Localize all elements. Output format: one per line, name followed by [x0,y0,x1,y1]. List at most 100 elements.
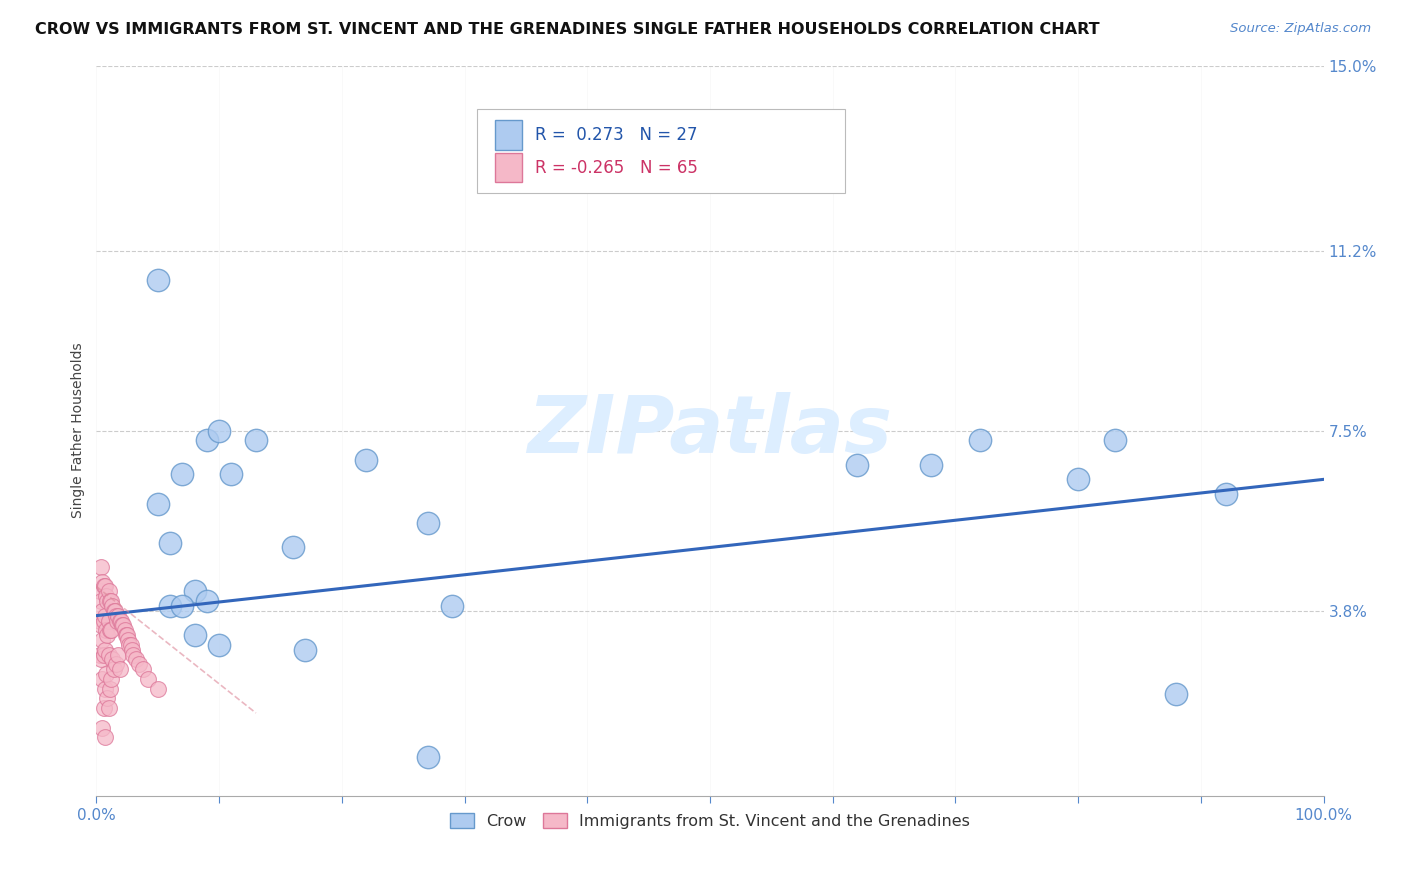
Point [100,594,122,608]
Point [98,594,121,608]
Text: R =  0.273   N = 27: R = 0.273 N = 27 [534,126,697,144]
Point [93,648,115,662]
Point [97,701,120,715]
Y-axis label: Single Father Households: Single Father Households [72,343,86,518]
Point [117,632,139,647]
Point [104,608,127,623]
Bar [495,120,522,150]
Point [91,632,114,647]
Point [208,424,231,438]
Text: CROW VS IMMIGRANTS FROM ST. VINCENT AND THE GRENADINES SINGLE FATHER HOUSEHOLDS : CROW VS IMMIGRANTS FROM ST. VINCENT AND … [35,22,1099,37]
Point [920,458,942,472]
Point [101,652,124,666]
Point [94,608,117,623]
Point [111,618,134,632]
Point [89,648,111,662]
Text: R = -0.265   N = 65: R = -0.265 N = 65 [534,159,697,177]
Point [94,579,117,593]
Point [91,672,114,686]
Point [91,574,114,589]
Point [97,584,120,599]
Point [1104,434,1126,448]
Point [128,657,150,672]
Legend: Crow, Immigrants from St. Vincent and the Grenadines: Crow, Immigrants from St. Vincent and th… [443,806,977,835]
Point [93,701,115,715]
Point [124,652,146,666]
Point [115,628,138,642]
Point [1067,472,1090,486]
Point [96,624,118,638]
Point [97,614,120,628]
Point [195,434,218,448]
Text: ZIPatlas: ZIPatlas [527,392,893,470]
Point [100,624,122,638]
Point [105,614,128,628]
Point [97,648,120,662]
Point [98,624,121,638]
Point [172,467,194,482]
Point [281,541,304,555]
Point [104,657,127,672]
Point [183,628,205,642]
Point [90,618,112,632]
Point [96,628,118,642]
Point [103,604,125,618]
Point [96,589,118,603]
Point [159,535,181,549]
Point [104,604,127,618]
Point [159,599,181,613]
Point [107,648,129,662]
Point [195,594,218,608]
Point [136,672,159,686]
Point [112,618,135,632]
Point [146,681,169,696]
Point [93,579,115,593]
Point [96,691,118,706]
Point [90,560,112,574]
Point [969,434,991,448]
Point [121,642,143,657]
Point [90,652,112,666]
Point [89,584,111,599]
Point [245,434,267,448]
Bar [495,153,522,183]
Point [93,614,115,628]
Point [89,614,111,628]
Point [108,662,131,676]
Point [94,642,117,657]
Point [114,628,136,642]
Point [96,667,118,681]
Point [118,638,141,652]
Point [132,662,155,676]
Point [183,584,205,599]
Point [91,721,114,735]
Text: Source: ZipAtlas.com: Source: ZipAtlas.com [1230,22,1371,36]
Point [107,608,129,623]
Point [1166,686,1188,700]
Point [356,453,378,467]
Point [122,648,145,662]
Point [96,594,118,608]
Point [146,273,169,287]
Point [416,516,439,530]
Point [1215,487,1237,501]
Point [101,599,124,613]
Point [146,497,169,511]
Point [441,599,464,613]
FancyBboxPatch shape [477,110,845,194]
Point [846,458,869,472]
Point [114,624,136,638]
Point [100,672,122,686]
Point [120,638,142,652]
Point [98,681,121,696]
Point [94,731,117,745]
Point [416,749,439,764]
Point [110,614,132,628]
Point [294,642,316,657]
Point [108,614,131,628]
Point [221,467,243,482]
Point [94,681,117,696]
Point [103,662,125,676]
Point [90,594,112,608]
Point [172,599,194,613]
